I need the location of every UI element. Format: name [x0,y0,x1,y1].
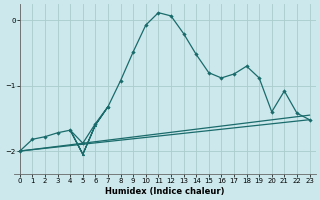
X-axis label: Humidex (Indice chaleur): Humidex (Indice chaleur) [105,187,224,196]
